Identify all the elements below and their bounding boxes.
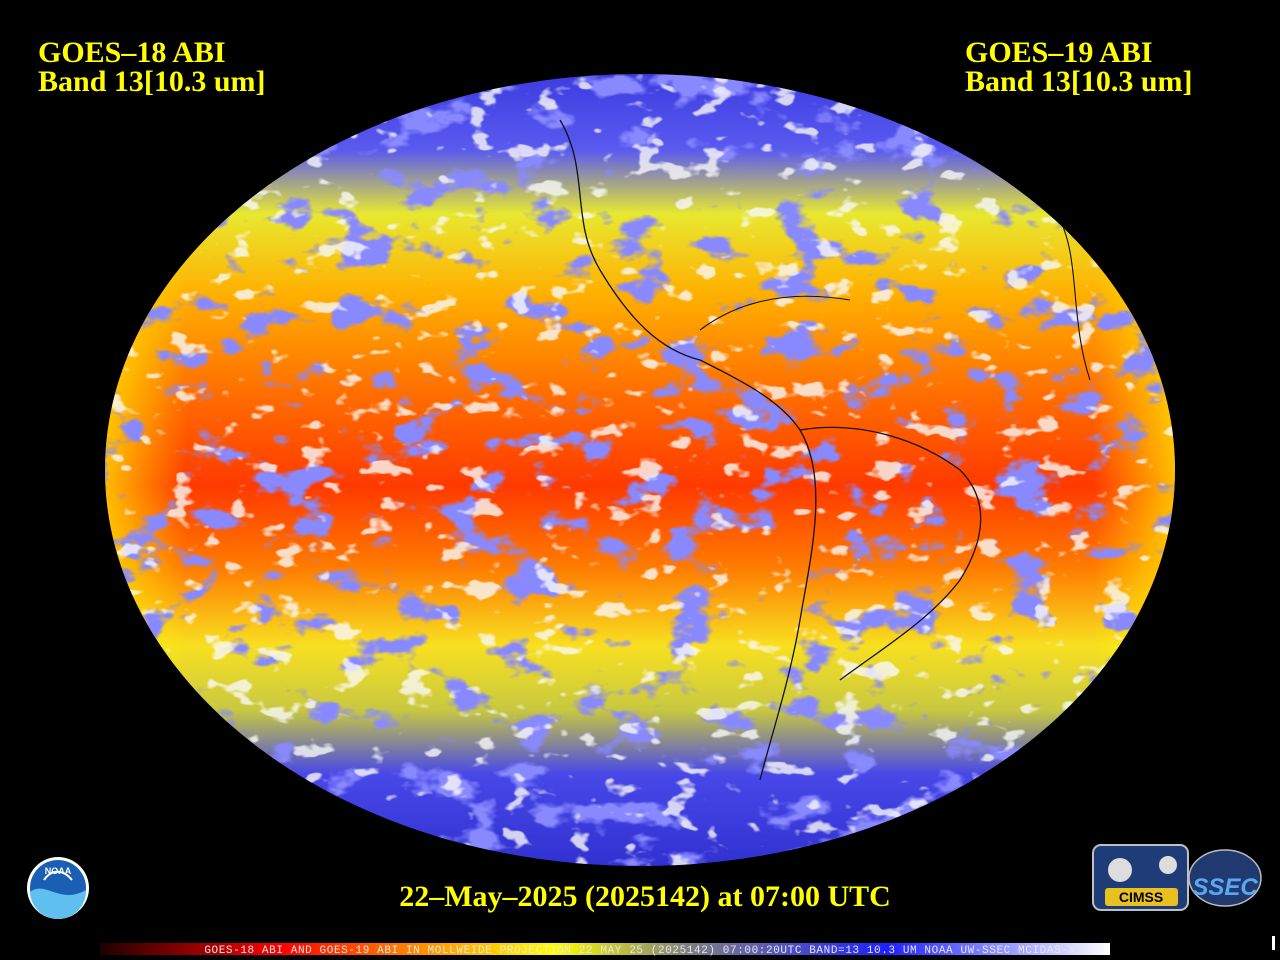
timestamp: 22–May–2025 (2025142) at 07:00 UTC [399, 880, 891, 913]
ssec-text: SSEC [1192, 874, 1258, 901]
corner-mark [1272, 936, 1275, 950]
noaa-text: NOAA [45, 866, 72, 876]
right-band: Band 13[10.3 um] [965, 65, 1193, 98]
left-band: Band 13[10.3 um] [38, 65, 266, 98]
noaa-logo: NOAA [27, 857, 89, 920]
cimss-text: CIMSS [1119, 889, 1163, 905]
right-satellite: GOES–19 ABI [965, 36, 1153, 69]
cimss-logo: CIMSS [1092, 844, 1189, 911]
footer-caption: GOES-18 ABI AND GOES-19 ABI IN MOLLWEIDE… [204, 945, 1075, 957]
ssec-logo: SSEC [1188, 849, 1262, 907]
left-satellite: GOES–18 ABI [38, 36, 226, 69]
earth-disk [105, 74, 1175, 866]
color-scale [100, 943, 1110, 955]
